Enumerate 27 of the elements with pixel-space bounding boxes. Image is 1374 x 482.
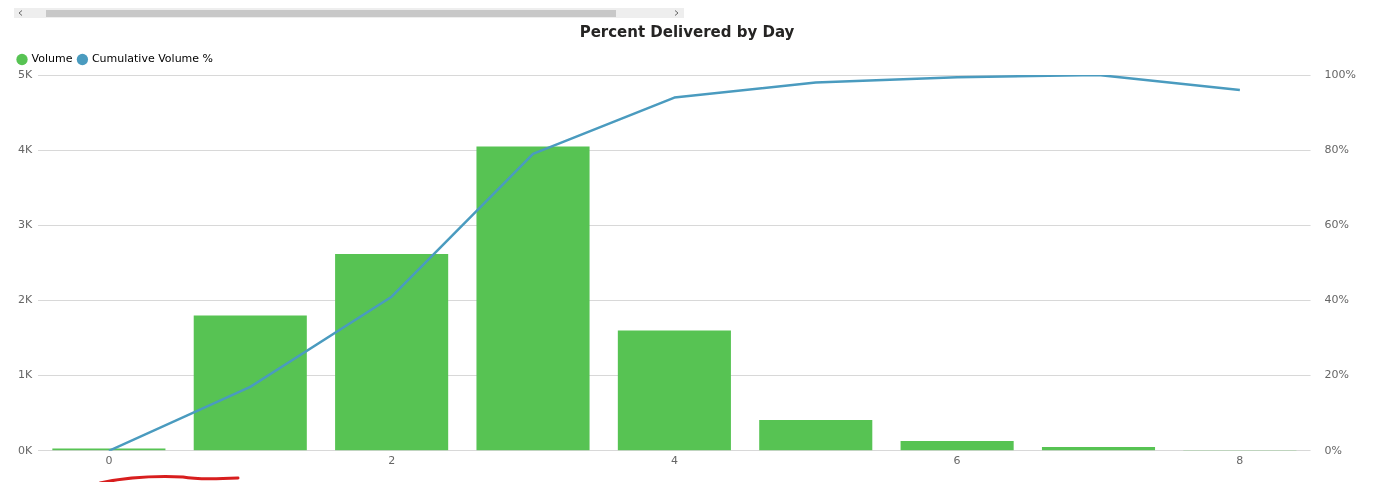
- y-tick-label: 0K: [17, 443, 33, 457]
- chart-title: Percent Delivered by Day: [579, 22, 795, 41]
- y2-tick-label: 60%: [1324, 218, 1350, 232]
- legend-label: Cumulative Volume %: [91, 52, 214, 66]
- x-tick-label: 0: [105, 454, 113, 468]
- x-tick-label: 6: [953, 454, 961, 468]
- bar: [335, 253, 449, 451]
- bar: [900, 441, 1014, 451]
- bar: [476, 146, 590, 451]
- x-tick-label: 8: [1236, 454, 1244, 468]
- bar: [617, 330, 731, 451]
- legend-label: Volume: [31, 52, 73, 66]
- y-tick-label: 3K: [17, 218, 33, 232]
- y2-tick-label: 40%: [1324, 293, 1350, 307]
- y2-tick-label: 0%: [1324, 443, 1343, 457]
- y2-tick-label: 80%: [1324, 143, 1350, 157]
- bar: [759, 419, 873, 451]
- y-tick-label: 1K: [17, 368, 33, 382]
- y2-tick-label: 20%: [1324, 368, 1350, 382]
- y2-tick-label: 100%: [1324, 67, 1357, 81]
- y-tick-label: 2K: [17, 293, 33, 307]
- x-tick-label: 4: [670, 454, 678, 468]
- x-tick-label: 2: [388, 454, 396, 468]
- y-tick-label: 4K: [17, 143, 33, 157]
- bar: [193, 315, 307, 451]
- y-tick-label: 5K: [17, 67, 33, 81]
- bar: [1041, 447, 1156, 451]
